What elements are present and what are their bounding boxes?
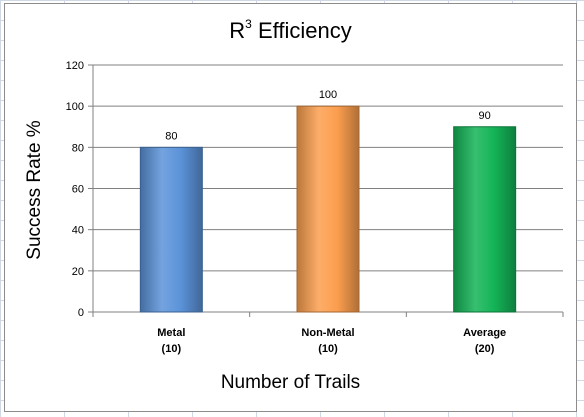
y-tick-label-120: 120	[66, 60, 84, 72]
plot-area: 0 20 40 60 80 100 120 80 Metal (10) 100 Non-Metal (1…	[66, 60, 564, 355]
chart-title-rest: Efficiency	[251, 18, 352, 43]
chart-area[interactable]: R3 Efficiency Success Rate % Number of T…	[4, 3, 577, 412]
y-tick-label-60: 60	[72, 184, 84, 196]
chart-title-main: R	[229, 18, 246, 43]
chart-title: R3 Efficiency	[5, 16, 576, 44]
data-label-average: 90	[479, 110, 491, 122]
x-axis-label: Number of Trails	[220, 372, 361, 393]
y-tick-label-20: 20	[72, 266, 84, 278]
category-label-average: Average	[463, 327, 506, 339]
category-label-metal: Metal	[157, 327, 185, 339]
bar-non-metal	[296, 105, 360, 313]
data-label-metal: 80	[165, 130, 177, 142]
bar-metal	[139, 146, 203, 313]
bar-average	[453, 126, 517, 313]
y-tick-label-100: 100	[66, 101, 84, 113]
y-tick-label-80: 80	[72, 142, 84, 154]
category-count-metal: (10)	[162, 343, 182, 355]
data-label-non-metal: 100	[319, 89, 337, 101]
category-count-non-metal: (10)	[318, 343, 338, 355]
chart-title-superscript: 3	[245, 16, 252, 31]
category-count-average: (20)	[475, 343, 495, 355]
y-tick-label-40: 40	[72, 225, 84, 237]
y-tick-label-0: 0	[78, 307, 84, 319]
category-label-non-metal: Non-Metal	[301, 327, 354, 339]
